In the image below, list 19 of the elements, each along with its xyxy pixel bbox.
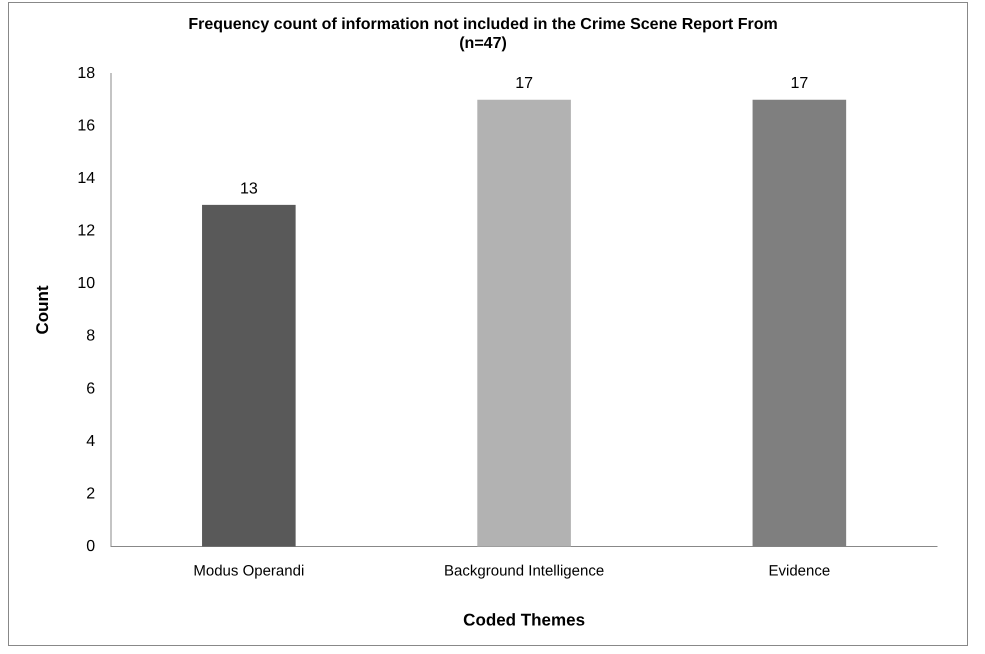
y-tick-label: 4: [86, 432, 96, 450]
x-tick-label: Background Intelligence: [444, 562, 604, 580]
y-axis-title: Count: [32, 285, 52, 335]
chart-title: Frequency count of information not included in the Crime Scene Report From (n=47): [188, 16, 778, 52]
y-tick-label: 10: [77, 275, 96, 292]
data-label: 17: [515, 75, 534, 92]
y-tick-label: 2: [86, 485, 96, 502]
y-tick-label: 6: [86, 380, 96, 398]
x-axis-title: Coded Themes: [463, 610, 586, 630]
y-tick-label: 18: [77, 64, 96, 82]
y-tick-label: 12: [77, 222, 96, 240]
y-tick-label: 16: [77, 117, 96, 134]
y-tick-label: 14: [77, 170, 96, 187]
y-tick-label: 0: [86, 538, 96, 556]
x-tick-label: Modus Operandi: [193, 562, 304, 580]
data-label: 17: [790, 75, 808, 92]
data-label: 13: [240, 180, 258, 198]
y-tick-label: 8: [86, 328, 96, 345]
x-tick-label: Evidence: [768, 562, 830, 580]
